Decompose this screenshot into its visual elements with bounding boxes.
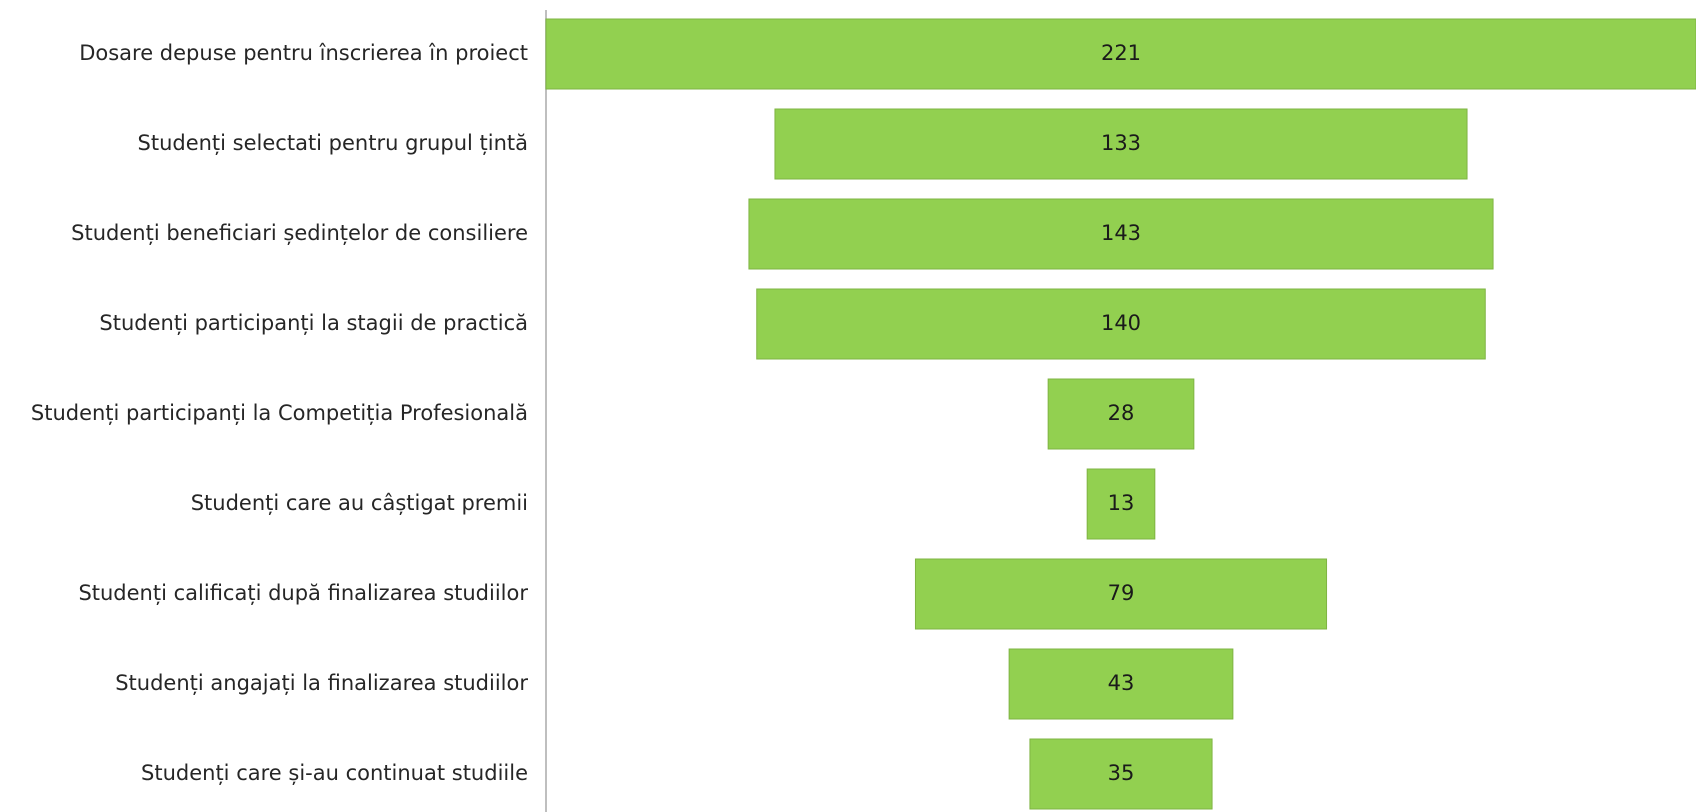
funnel-bar (914, 558, 1328, 630)
category-label: Studenți angajați la finalizarea studiil… (115, 671, 528, 695)
data-label: 35 (1108, 761, 1135, 785)
category-label: Studenți participanți la Competiția Prof… (31, 401, 528, 425)
data-label: 133 (1101, 131, 1141, 155)
funnel-bars (545, 18, 1696, 810)
data-label: 143 (1101, 221, 1141, 245)
funnel-bar (545, 18, 1696, 90)
data-labels: 221 133 143 140 28 13 79 43 35 (1101, 41, 1141, 785)
data-label: 221 (1101, 41, 1141, 65)
category-label: Studenți selectati pentru grupul țintă (138, 131, 529, 155)
data-label: 79 (1108, 581, 1135, 605)
category-labels: Dosare depuse pentru înscrierea în proie… (31, 41, 528, 785)
data-label: 13 (1108, 491, 1135, 515)
data-label: 28 (1108, 401, 1135, 425)
category-label: Studenți calificați după finalizarea stu… (78, 581, 528, 605)
category-label: Dosare depuse pentru înscrierea în proie… (79, 41, 528, 65)
data-label: 140 (1101, 311, 1141, 335)
funnel-bar (774, 108, 1468, 180)
funnel-bar (1029, 738, 1213, 810)
category-label: Studenți participanți la stagii de pract… (99, 311, 528, 335)
funnel-bar (756, 288, 1486, 360)
data-label: 43 (1108, 671, 1135, 695)
funnel-bar (1008, 648, 1234, 720)
funnel-bar (1047, 378, 1195, 450)
category-label: Studenți care au câștigat premii (191, 491, 528, 515)
category-label: Studenți care și-au continuat studiile (141, 761, 528, 785)
funnel-bar (1086, 468, 1156, 540)
funnel-bar (748, 198, 1494, 270)
category-label: Studenți beneficiari ședințelor de consi… (71, 221, 528, 245)
